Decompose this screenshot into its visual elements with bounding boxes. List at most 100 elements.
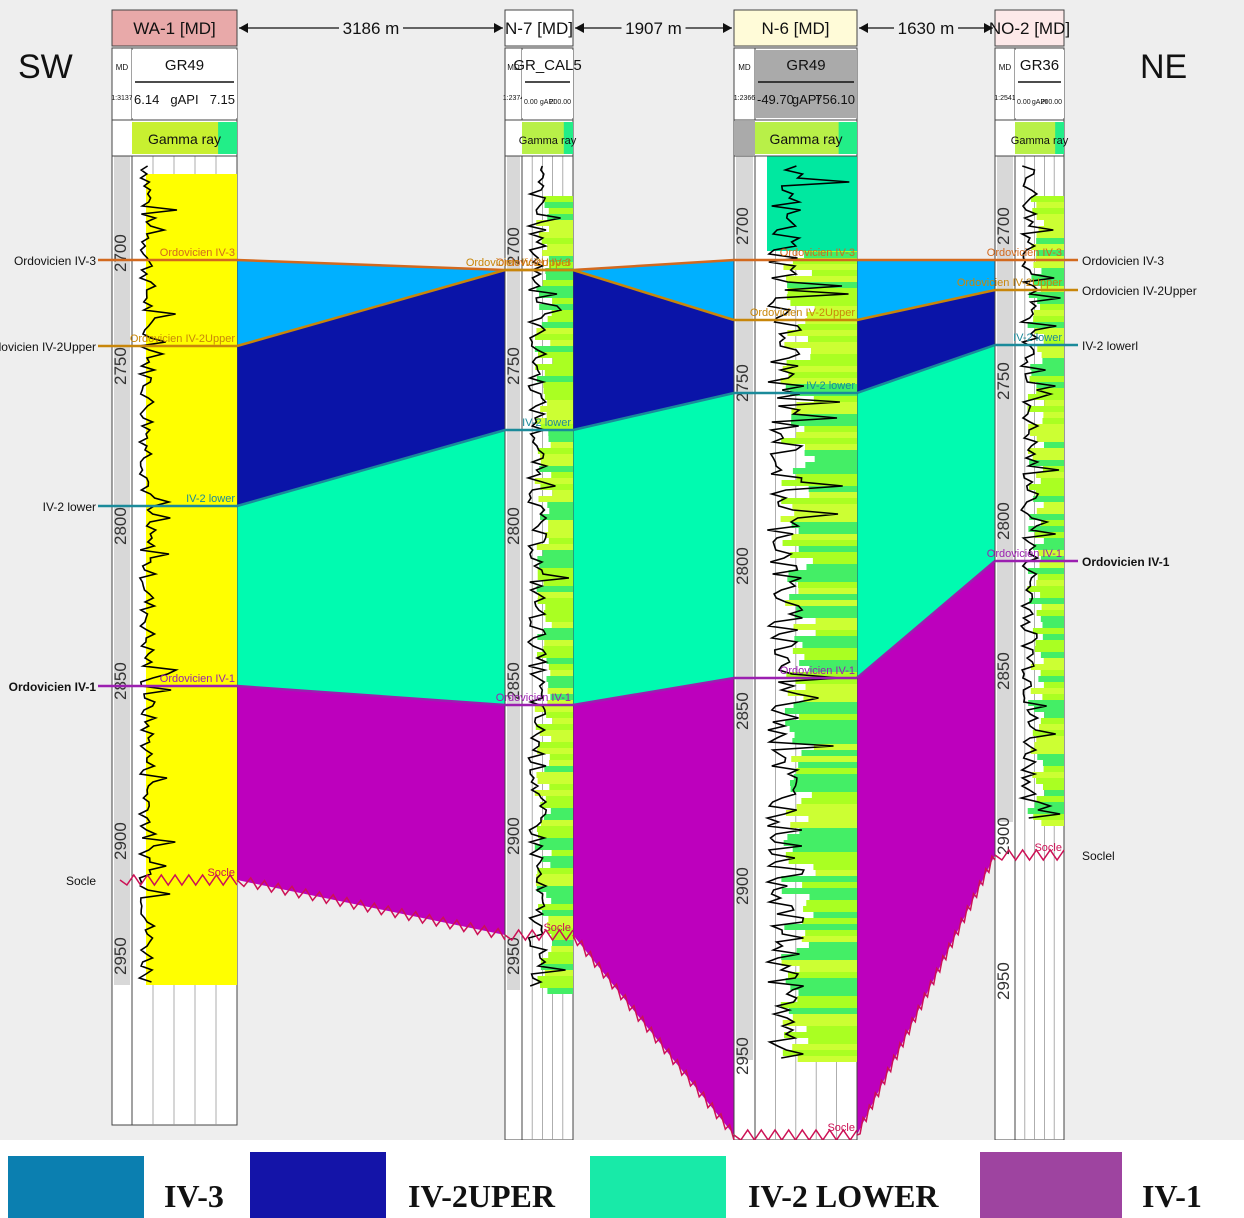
gr-band [1041,604,1064,610]
gr-band [814,306,857,312]
gr-band [1040,592,1064,598]
gr-band [785,720,857,726]
gr-band [786,276,857,282]
depth-label: 2700 [733,207,752,245]
gr-band [1043,502,1064,508]
scale-label: 1:2366 [734,95,756,102]
gamma-ray-curve [136,165,179,983]
gr-band [1034,646,1064,652]
gr-band [536,652,573,658]
gr-band [784,708,857,714]
arrowhead-left [575,23,584,33]
gamma-ray-fill [146,174,237,985]
scale-max: 200.00 [1041,99,1063,106]
depth-column-shade [507,156,520,990]
gr-band [548,538,573,544]
gr-band [548,916,573,922]
gr-band [535,880,573,886]
gr-band [1027,394,1064,400]
gr-band [801,750,857,756]
socle-wavy-line [572,934,735,1140]
gr-band [815,618,857,624]
gr-band [797,324,857,330]
depth-label: 2950 [733,1037,752,1075]
horizon-well-tag: Ordovicien IV-2Upper [750,307,855,319]
legend-label-iv2uper: IV-2UPER [408,1178,555,1214]
gr-band [781,876,857,882]
gr-band [809,894,857,900]
horizon-iv2l: IV-2 lower IV-2 lowerl IV-2 lower IV-2 lowe… [43,332,1138,514]
gr-band [550,694,573,700]
gr-band [792,738,857,744]
gr-band [789,594,857,600]
gr-band [1043,220,1064,226]
gr-band [540,802,573,808]
gr-band [804,252,857,258]
gr-band [1039,724,1064,730]
gr-band [538,904,573,910]
gr-band [791,756,857,762]
gr-band [796,402,857,408]
gr-band [786,294,857,300]
gr-band [1037,298,1064,304]
gr-band [1043,682,1064,688]
gr-band [798,990,857,996]
gr-band [1036,796,1064,802]
gr-band [1033,814,1064,820]
depth-column-shade [997,156,1013,822]
gr-band [791,534,857,540]
socle-wavy-line [504,928,574,942]
track-title-color-end [563,122,573,154]
gr-band [780,516,857,522]
gr-band [551,934,573,940]
gr-band [1036,232,1064,238]
depth-label: 2700 [111,234,130,272]
gr-band [552,718,573,724]
gr-band [547,502,573,508]
gr-band [784,1032,857,1038]
scale-min: 6.14 [134,92,159,107]
horizon-label-right: Ordovicien IV-1 [1082,555,1170,569]
gr-band [547,922,573,928]
depth-label: 2800 [111,507,130,545]
gr-band [1044,712,1064,718]
depth-label: 2800 [504,507,523,545]
gr-band [536,874,573,880]
gr-band [787,330,857,336]
horizon-line [572,268,735,322]
gamma-ray-curve [1018,165,1061,819]
gr-band [790,552,857,558]
gr-band [534,790,573,796]
curve-name-bg [522,50,573,118]
direction-ne-label: NE [1140,48,1188,86]
gr-band [791,408,857,414]
gr-band [549,226,573,232]
curve-name: GR_CAL5 [513,57,581,74]
md-column-label: MD [116,63,129,72]
gr-band [1029,376,1064,382]
horizon-line [236,258,506,272]
gr-band [1043,538,1064,544]
gr-band [543,196,573,202]
gr-band [813,396,857,402]
horizon-well-tag: Ordovicien IV-3 [987,247,1062,259]
depth-label: 2800 [733,547,752,585]
gr-band [799,660,857,666]
gr-band [538,496,573,502]
depth-title-shade [734,121,755,155]
gr-band [790,300,857,306]
gr-band [813,744,857,750]
gr-band [804,426,857,432]
gr-band [535,364,573,370]
gr-band [780,378,857,384]
gr-band [539,838,573,844]
well-name-box [504,9,574,47]
horizon-line [572,391,735,432]
gr-band [540,406,573,412]
depth-label: 2750 [994,362,1013,400]
gr-band [1033,310,1064,316]
horizon-line [236,268,506,348]
gr-band [536,772,573,778]
gr-band [796,432,857,438]
gr-band [1027,586,1064,592]
